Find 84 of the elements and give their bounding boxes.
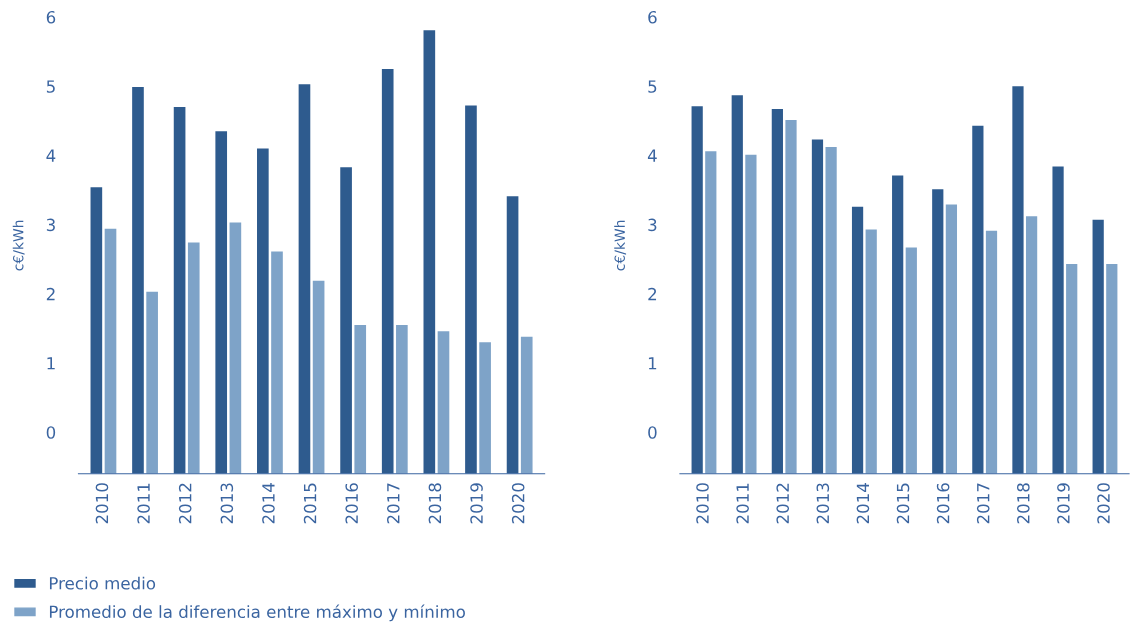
x-tick-label: 2014 — [856, 483, 870, 524]
bar — [905, 247, 917, 474]
bar — [340, 167, 352, 474]
x-tick-label: 2020 — [511, 483, 525, 524]
bar — [506, 196, 519, 474]
y-tick-label: 5 — [46, 80, 55, 93]
x-tick-label: 2013 — [220, 483, 234, 524]
bar — [257, 148, 269, 474]
x-tick-label: 2011 — [137, 483, 150, 524]
bar — [479, 342, 491, 474]
x-tick-label: 2017 — [976, 483, 990, 524]
bar — [1106, 264, 1118, 474]
bar — [932, 189, 944, 474]
y-tick-label: 3 — [648, 218, 657, 232]
y-tick-label: 6 — [648, 10, 657, 24]
bar — [423, 30, 436, 474]
x-tick-label: 2016 — [936, 483, 950, 524]
y-tick-label: 4 — [46, 149, 56, 162]
bar — [437, 331, 450, 474]
bar — [1025, 216, 1038, 474]
y-tick-label: 6 — [46, 10, 56, 24]
x-tick-label: 2019 — [470, 483, 483, 524]
y-axis-title: c€/kWh — [614, 220, 627, 271]
y-tick-label: 5 — [648, 80, 657, 93]
x-tick-label: 2019 — [1057, 483, 1070, 524]
x-tick-label: 2012 — [178, 483, 192, 524]
bar — [465, 105, 477, 474]
bar — [229, 222, 242, 474]
x-tick-label: 2012 — [776, 483, 790, 524]
bar — [811, 139, 824, 474]
bar — [892, 175, 904, 474]
y-tick-label: 2 — [46, 287, 55, 301]
bar — [745, 154, 757, 474]
bar — [1052, 166, 1064, 474]
bar — [312, 280, 325, 474]
x-tick-label: 2015 — [303, 483, 317, 524]
x-tick-label: 2013 — [816, 483, 830, 524]
bar — [187, 242, 200, 474]
y-axis-title: c€/kWh — [12, 220, 25, 271]
bar — [146, 291, 158, 474]
y-tick-label: 4 — [647, 149, 657, 162]
bar — [354, 324, 367, 474]
bar — [1012, 86, 1024, 474]
bar — [945, 204, 958, 474]
legend-label: Precio medio — [49, 576, 156, 590]
x-tick-label: 2011 — [736, 483, 749, 524]
bar — [1066, 264, 1078, 474]
y-tick-label: 0 — [46, 426, 56, 439]
bar — [771, 109, 783, 474]
x-tick-label: 2018 — [1017, 483, 1030, 524]
bar — [90, 187, 103, 474]
bar — [104, 228, 117, 474]
legend-label: Promedio de la diferencia entre máximo y mínimo — [49, 604, 465, 622]
bar — [691, 106, 703, 474]
bar — [825, 147, 837, 474]
bar — [865, 229, 877, 474]
bar — [132, 86, 144, 474]
bar — [271, 251, 283, 474]
bar — [173, 106, 186, 474]
x-tick-label: 2014 — [262, 483, 275, 524]
bar — [1092, 219, 1104, 474]
bar — [396, 324, 408, 474]
y-tick-label: 0 — [648, 426, 657, 439]
bar — [215, 131, 228, 474]
y-tick-label: 3 — [46, 218, 55, 232]
bar — [972, 125, 984, 474]
x-tick-label: 2010 — [696, 483, 709, 524]
x-tick-label: 2015 — [896, 483, 910, 524]
bar — [298, 84, 311, 474]
x-tick-label: 2020 — [1097, 483, 1110, 524]
bar — [381, 68, 394, 474]
y-tick-label: 1 — [648, 357, 657, 370]
y-tick-label: 2 — [648, 287, 657, 301]
x-tick-label: 2017 — [387, 483, 400, 524]
y-tick-label: 1 — [47, 357, 55, 370]
x-tick-label: 2016 — [345, 483, 358, 524]
bar — [985, 230, 998, 474]
bar — [731, 95, 743, 474]
x-tick-label: 2018 — [428, 483, 442, 524]
bar — [705, 151, 717, 474]
x-tick-label: 2010 — [95, 483, 109, 524]
bar — [520, 336, 533, 474]
bar — [785, 120, 797, 474]
bar — [851, 206, 864, 474]
